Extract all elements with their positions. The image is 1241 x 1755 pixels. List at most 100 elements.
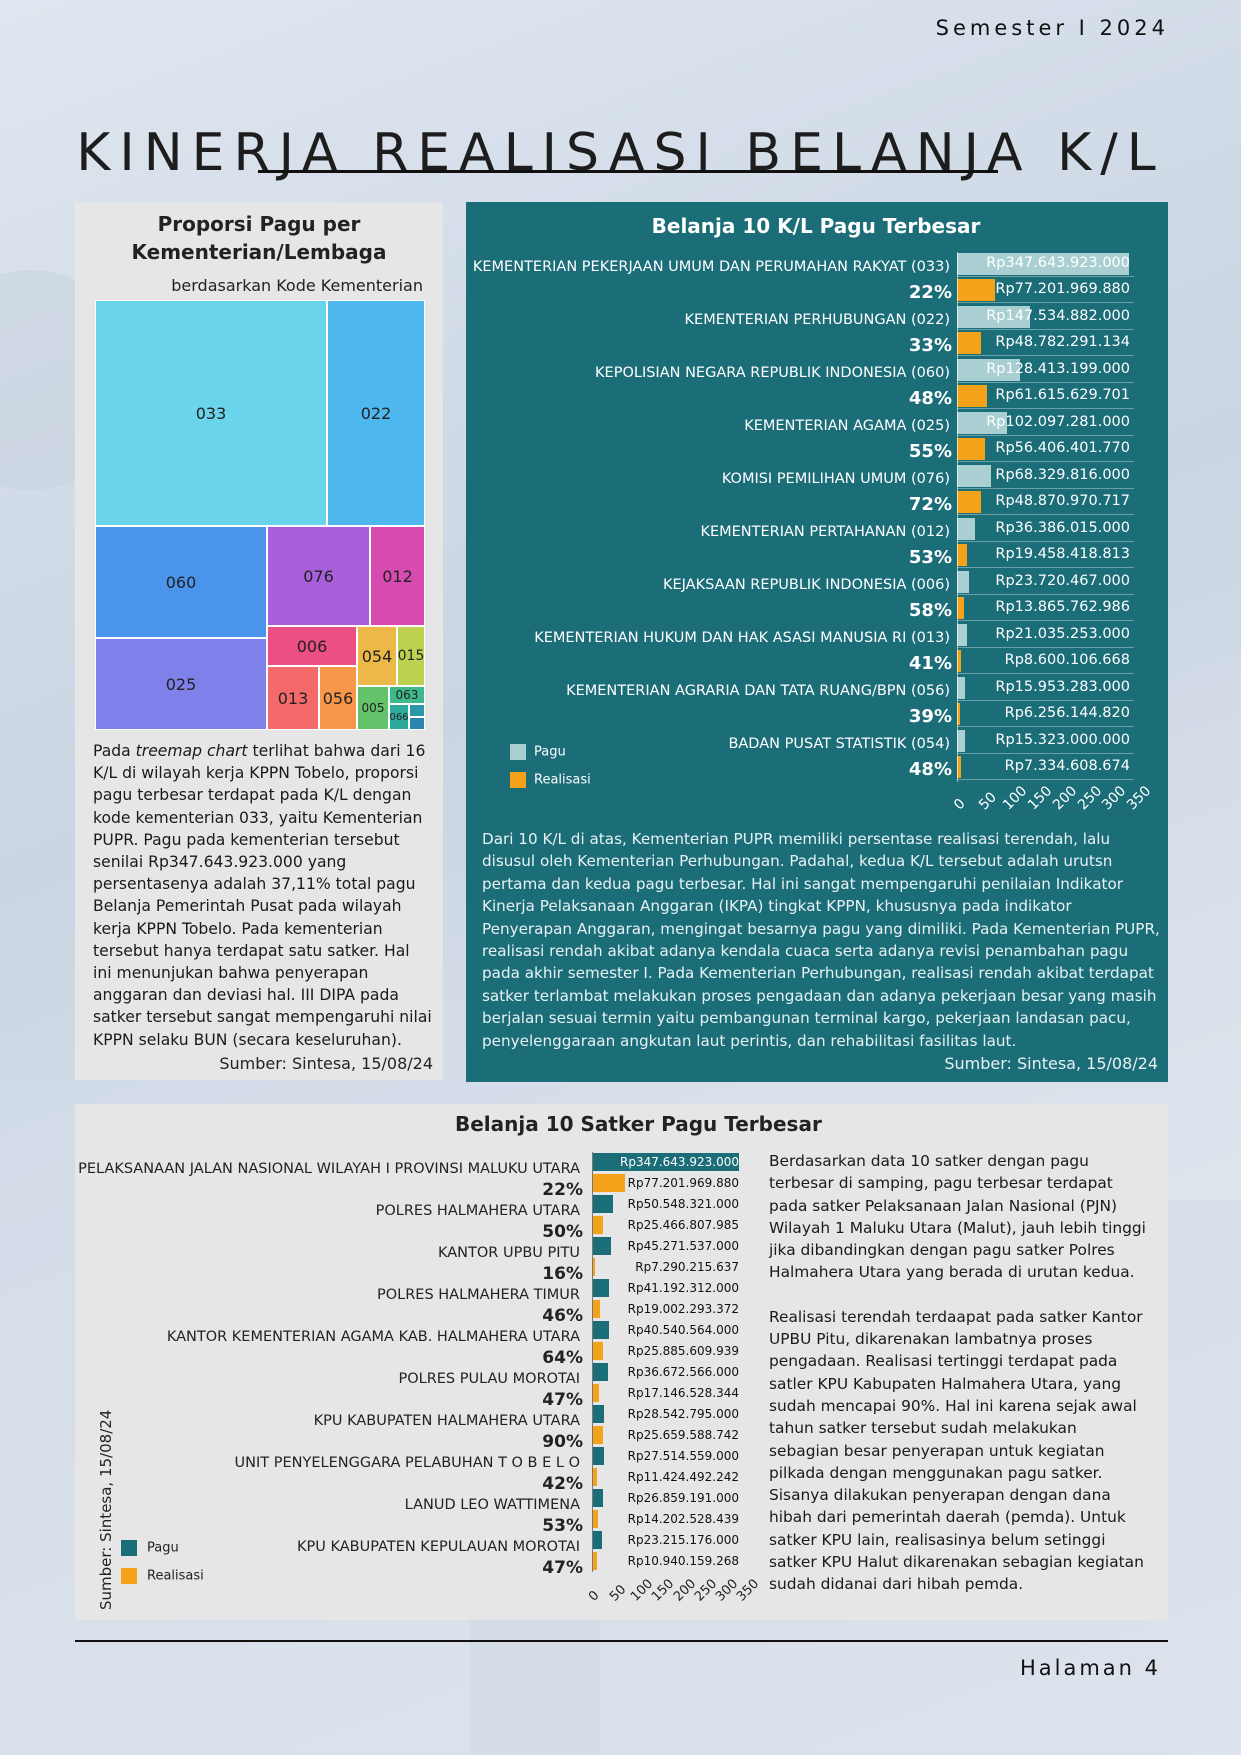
- kl-bar-realisasi: [957, 491, 982, 513]
- kl-bar-realisasi: [957, 385, 988, 407]
- kl-percent: 48%: [908, 388, 952, 409]
- kl-gridline: [957, 488, 1134, 489]
- kl-percent: 33%: [908, 335, 952, 356]
- satker-value-pagu: Rp347.643.923.000: [619, 1155, 739, 1169]
- kl-axis: [957, 252, 958, 782]
- kl-gridline: [957, 541, 1134, 542]
- kl-value-pagu: Rp15.953.283.000: [995, 679, 1130, 695]
- kl-bar-pagu: [957, 571, 969, 593]
- kl-x-tick: 0: [951, 795, 969, 814]
- satker-label: LANUD LEO WATTIMENA: [404, 1497, 580, 1513]
- kl-description: Dari 10 K/L di atas, Kementerian PUPR me…: [482, 830, 1160, 1050]
- treemap-cell-022: 022: [327, 300, 425, 526]
- satker-paragraph-2: Realisasi terendah terdaapat pada satker…: [769, 1307, 1144, 1594]
- satker-bar-pagu: [592, 1489, 604, 1507]
- satker-source: Sumber: Sintesa, 15/08/24: [97, 1409, 115, 1610]
- kl-value-pagu: Rp21.035.253.000: [995, 626, 1130, 642]
- kl-bar-pagu: [957, 465, 991, 487]
- kl-x-tick: 350: [1124, 783, 1155, 814]
- satker-percent: 90%: [542, 1432, 583, 1452]
- kl-bar-pagu: [957, 677, 965, 699]
- satker-value-realisasi: Rp19.002.293.372: [627, 1302, 739, 1316]
- kl-value-realisasi: Rp56.406.401.770: [995, 440, 1130, 456]
- kl-gridline: [957, 302, 1134, 303]
- kl-value-realisasi: Rp48.870.970.717: [995, 493, 1130, 509]
- treemap-cell-060: 060: [95, 526, 267, 638]
- kl-value-pagu: Rp23.720.467.000: [995, 573, 1130, 589]
- satker-bar-realisasi: [592, 1300, 601, 1318]
- satker-percent: 64%: [542, 1348, 583, 1368]
- kl-gridline: [957, 726, 1134, 727]
- treemap-cell-076: 076: [267, 526, 370, 626]
- satker-percent: 47%: [542, 1390, 583, 1410]
- legend-realisasi-swatch: [510, 772, 526, 788]
- satker-paragraph-1: Berdasarkan data 10 satker dengan pagu t…: [769, 1152, 1146, 1282]
- satker-value-pagu: Rp40.540.564.000: [627, 1323, 739, 1337]
- satker-x-tick: 50: [607, 1582, 630, 1605]
- kl-percent: 58%: [908, 600, 952, 621]
- kl-gridline: [957, 620, 1134, 621]
- kl-value-realisasi: Rp77.201.969.880: [995, 281, 1130, 297]
- kl-label: KEMENTERIAN PEKERJAAN UMUM DAN PERUMAHAN…: [472, 259, 950, 275]
- satker-bar-realisasi: [592, 1342, 603, 1360]
- satker-value-pagu: Rp41.192.312.000: [627, 1281, 739, 1295]
- legend-b-realisasi-swatch: [121, 1568, 137, 1584]
- kl-bar-pagu: [957, 359, 1021, 381]
- kl-x-tick: 50: [975, 789, 1000, 814]
- satker-axis: [592, 1152, 593, 1572]
- treemap-cell-013: 013: [267, 666, 319, 730]
- kl-value-realisasi: Rp7.334.608.674: [1004, 758, 1130, 774]
- kl-bar-pagu: [957, 306, 1030, 328]
- satker-value-realisasi: Rp7.290.215.637: [635, 1260, 739, 1274]
- legend-b-pagu-swatch: [121, 1540, 137, 1556]
- kl-x-tick: 250: [1074, 783, 1105, 814]
- kl-bar-realisasi: [957, 544, 967, 566]
- kl-bar-pagu: [957, 412, 1008, 434]
- satker-value-realisasi: Rp11.424.492.242: [627, 1470, 739, 1484]
- kl-percent: 41%: [908, 653, 952, 674]
- legend-pagu: Pagu: [510, 744, 566, 760]
- kl-panel: Belanja 10 K/L Pagu Terbesar KEMENTERIAN…: [466, 202, 1168, 1082]
- kl-value-pagu: Rp68.329.816.000: [995, 467, 1130, 483]
- satker-value-realisasi: Rp25.659.588.742: [627, 1428, 739, 1442]
- kl-percent: 55%: [908, 441, 952, 462]
- satker-description: Berdasarkan data 10 satker dengan pagu t…: [769, 1150, 1149, 1596]
- kl-label: KEMENTERIAN AGAMA (025): [744, 418, 950, 434]
- kl-gridline: [957, 276, 1134, 277]
- treemap-panel: Proporsi Pagu per Kementerian/Lembaga be…: [75, 202, 443, 1080]
- kl-gridline: [957, 753, 1134, 754]
- treemap-subtitle: berdasarkan Kode Kementerian: [171, 276, 423, 295]
- kl-label: BADAN PUSAT STATISTIK (054): [728, 736, 950, 752]
- treemap-cell-small-b: [409, 717, 425, 730]
- satker-percent: 47%: [542, 1558, 583, 1578]
- kl-label: KEPOLISIAN NEGARA REPUBLIK INDONESIA (06…: [595, 365, 950, 381]
- kl-gridline: [957, 673, 1134, 674]
- satker-value-pagu: Rp23.215.176.000: [627, 1533, 739, 1547]
- legend-pagu-swatch: [510, 744, 526, 760]
- satker-bar-pagu: [592, 1363, 608, 1381]
- kl-source: Sumber: Sintesa, 15/08/24: [944, 1054, 1158, 1073]
- kl-bar-realisasi: [957, 597, 964, 619]
- page-number: Halaman 4: [1019, 1656, 1161, 1680]
- kl-label: KOMISI PEMILIHAN UMUM (076): [721, 471, 950, 487]
- satker-panel: Belanja 10 Satker Pagu Terbesar PELAKSAN…: [75, 1104, 1168, 1620]
- treemap-cell-063: 063: [389, 686, 425, 704]
- treemap-cell-066: 066: [389, 704, 409, 730]
- satker-label: POLRES HALMAHERA TIMUR: [376, 1287, 580, 1303]
- kl-value-pagu: Rp15.323.000.000: [995, 732, 1130, 748]
- kl-percent: 39%: [908, 706, 952, 727]
- satker-label: POLRES PULAU MOROTAI: [398, 1371, 580, 1387]
- kl-bar-realisasi: [957, 279, 996, 301]
- satker-chart-title: Belanja 10 Satker Pagu Terbesar: [455, 1112, 822, 1136]
- kl-value-pagu: Rp347.643.923.000: [986, 255, 1130, 271]
- satker-value-pagu: Rp45.271.537.000: [627, 1239, 739, 1253]
- satker-value-pagu: Rp50.548.321.000: [627, 1197, 739, 1211]
- kl-label: KEMENTERIAN AGRARIA DAN TATA RUANG/BPN (…: [566, 683, 950, 699]
- treemap-cell-012: 012: [370, 526, 425, 626]
- kl-gridline: [957, 461, 1134, 462]
- kl-gridline: [957, 329, 1134, 330]
- satker-percent: 50%: [542, 1222, 583, 1242]
- satker-percent: 22%: [542, 1180, 583, 1200]
- satker-x-tick: 350: [734, 1576, 763, 1605]
- kl-x-tick: 200: [1049, 783, 1081, 814]
